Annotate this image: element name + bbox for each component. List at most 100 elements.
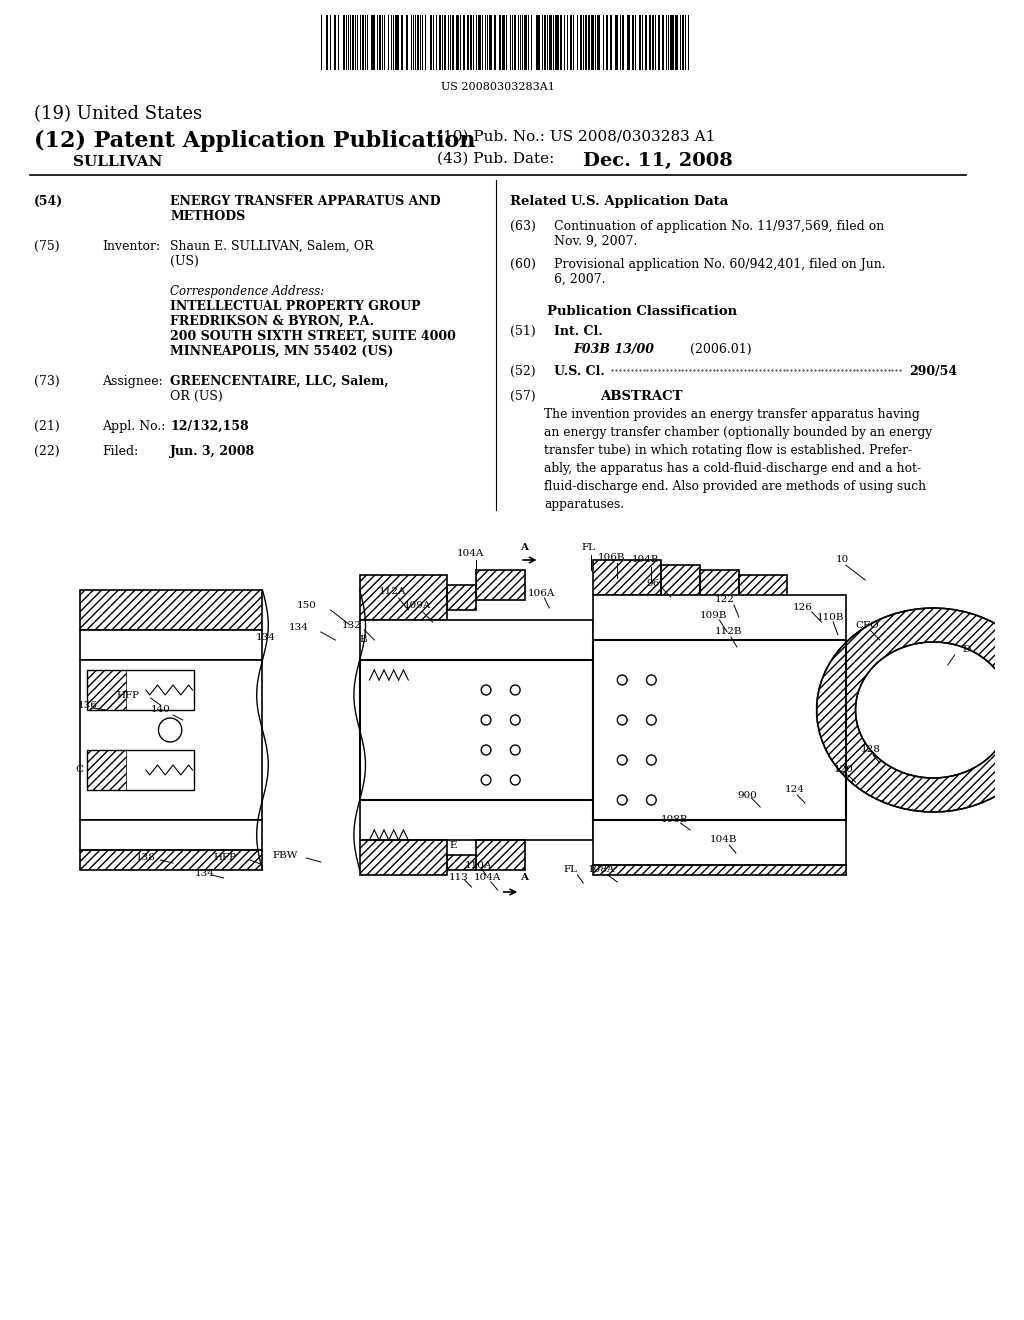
Circle shape (481, 744, 490, 755)
Bar (524, 15, 527, 70)
Bar (663, 15, 664, 70)
Bar (430, 15, 432, 70)
Circle shape (481, 715, 490, 725)
Circle shape (646, 795, 656, 805)
Text: (43) Pub. Date:: (43) Pub. Date: (437, 152, 555, 166)
Text: 109A: 109A (403, 601, 431, 610)
Bar (615, 15, 618, 70)
Text: F03B 13/00: F03B 13/00 (573, 343, 654, 356)
Bar (593, 640, 846, 820)
Bar (452, 15, 454, 70)
Text: (51): (51) (510, 325, 537, 338)
Text: Publication Classification: Publication Classification (547, 305, 736, 318)
Text: 6, 2007.: 6, 2007. (554, 273, 605, 286)
Circle shape (481, 775, 490, 785)
Circle shape (159, 718, 182, 742)
Text: A: A (520, 873, 528, 882)
Text: (75): (75) (34, 240, 59, 253)
Text: 110B: 110B (816, 612, 844, 622)
Circle shape (646, 715, 656, 725)
Text: B: B (359, 635, 368, 644)
Bar (463, 15, 465, 70)
Text: 110A: 110A (465, 861, 493, 870)
Text: U.S. Cl.: U.S. Cl. (554, 366, 609, 378)
Text: 112B: 112B (715, 627, 742, 636)
Bar (536, 15, 540, 70)
Text: 120: 120 (835, 766, 854, 775)
Text: Nov. 9, 2007.: Nov. 9, 2007. (554, 235, 638, 248)
Bar (649, 15, 651, 70)
Bar (467, 15, 469, 70)
Text: 104A: 104A (457, 549, 484, 557)
Text: 136: 136 (78, 701, 97, 710)
Text: 134: 134 (256, 634, 275, 643)
Bar (87, 750, 195, 789)
Text: 12/132,158: 12/132,158 (170, 420, 249, 433)
Text: 104B: 104B (632, 556, 659, 565)
Text: 134: 134 (289, 623, 308, 632)
Circle shape (646, 755, 656, 766)
Text: (57): (57) (510, 389, 536, 403)
Bar (456, 15, 459, 70)
Text: (19) United States: (19) United States (34, 106, 202, 123)
Text: (12) Patent Application Publication: (12) Patent Application Publication (34, 129, 475, 152)
Bar (581, 15, 583, 70)
Text: A: A (520, 543, 528, 552)
Text: 126: 126 (793, 603, 812, 612)
Bar (489, 15, 492, 70)
Bar (502, 15, 505, 70)
Text: Continuation of application No. 11/937,569, filed on: Continuation of application No. 11/937,5… (554, 220, 885, 234)
Bar (506, 15, 508, 70)
Text: Filed:: Filed: (102, 445, 138, 458)
Text: 109B: 109B (700, 610, 727, 619)
Bar (359, 660, 593, 800)
Bar (335, 15, 336, 70)
Text: 106B: 106B (598, 553, 626, 562)
Bar (417, 15, 419, 70)
Text: OR (US): OR (US) (170, 389, 223, 403)
Text: 96: 96 (646, 578, 659, 587)
Bar (394, 15, 398, 70)
Text: 106A: 106A (528, 589, 555, 598)
Bar (514, 15, 516, 70)
Bar (326, 15, 328, 70)
Text: Related U.S. Application Data: Related U.S. Application Data (510, 195, 729, 209)
Text: 200 SOUTH SIXTH STREET, SUITE 4000: 200 SOUTH SIXTH STREET, SUITE 4000 (170, 330, 456, 343)
Text: 124: 124 (784, 785, 805, 795)
Bar (87, 671, 195, 710)
Text: 138: 138 (136, 854, 156, 862)
Text: GREENCENTAIRE, LLC, Salem,: GREENCENTAIRE, LLC, Salem, (170, 375, 389, 388)
Text: INTELLECTUAL PROPERTY GROUP: INTELLECTUAL PROPERTY GROUP (170, 300, 421, 313)
Text: MINNEAPOLIS, MN 55402 (US): MINNEAPOLIS, MN 55402 (US) (170, 345, 393, 358)
Bar (80, 630, 262, 660)
Text: 108A: 108A (588, 866, 615, 874)
Text: CFO: CFO (855, 620, 880, 630)
Bar (588, 15, 590, 70)
Bar (379, 15, 381, 70)
Text: Jun. 3, 2008: Jun. 3, 2008 (170, 445, 255, 458)
Text: FREDRIKSON & BYRON, P.A.: FREDRIKSON & BYRON, P.A. (170, 315, 374, 327)
Bar (494, 15, 496, 70)
Text: 104A: 104A (473, 874, 501, 883)
Bar (591, 15, 594, 70)
Text: 108B: 108B (662, 816, 688, 825)
Text: 290/54: 290/54 (909, 366, 957, 378)
Bar (545, 15, 547, 70)
Bar (444, 15, 446, 70)
Circle shape (646, 675, 656, 685)
Text: Shaun E. SULLIVAN, Salem, OR: Shaun E. SULLIVAN, Salem, OR (170, 240, 374, 253)
Text: 104B: 104B (710, 836, 737, 845)
Text: 113: 113 (450, 873, 469, 882)
Bar (632, 15, 634, 70)
Text: 132: 132 (342, 622, 362, 631)
Bar (361, 15, 364, 70)
Bar (400, 15, 403, 70)
Bar (352, 15, 354, 70)
Circle shape (481, 685, 490, 696)
Text: (2006.01): (2006.01) (690, 343, 752, 356)
Text: 128: 128 (860, 746, 881, 755)
Text: Correspondence Address:: Correspondence Address: (170, 285, 325, 298)
Bar (407, 15, 409, 70)
Text: Provisional application No. 60/942,401, filed on Jun.: Provisional application No. 60/942,401, … (554, 257, 886, 271)
Bar (359, 800, 593, 840)
